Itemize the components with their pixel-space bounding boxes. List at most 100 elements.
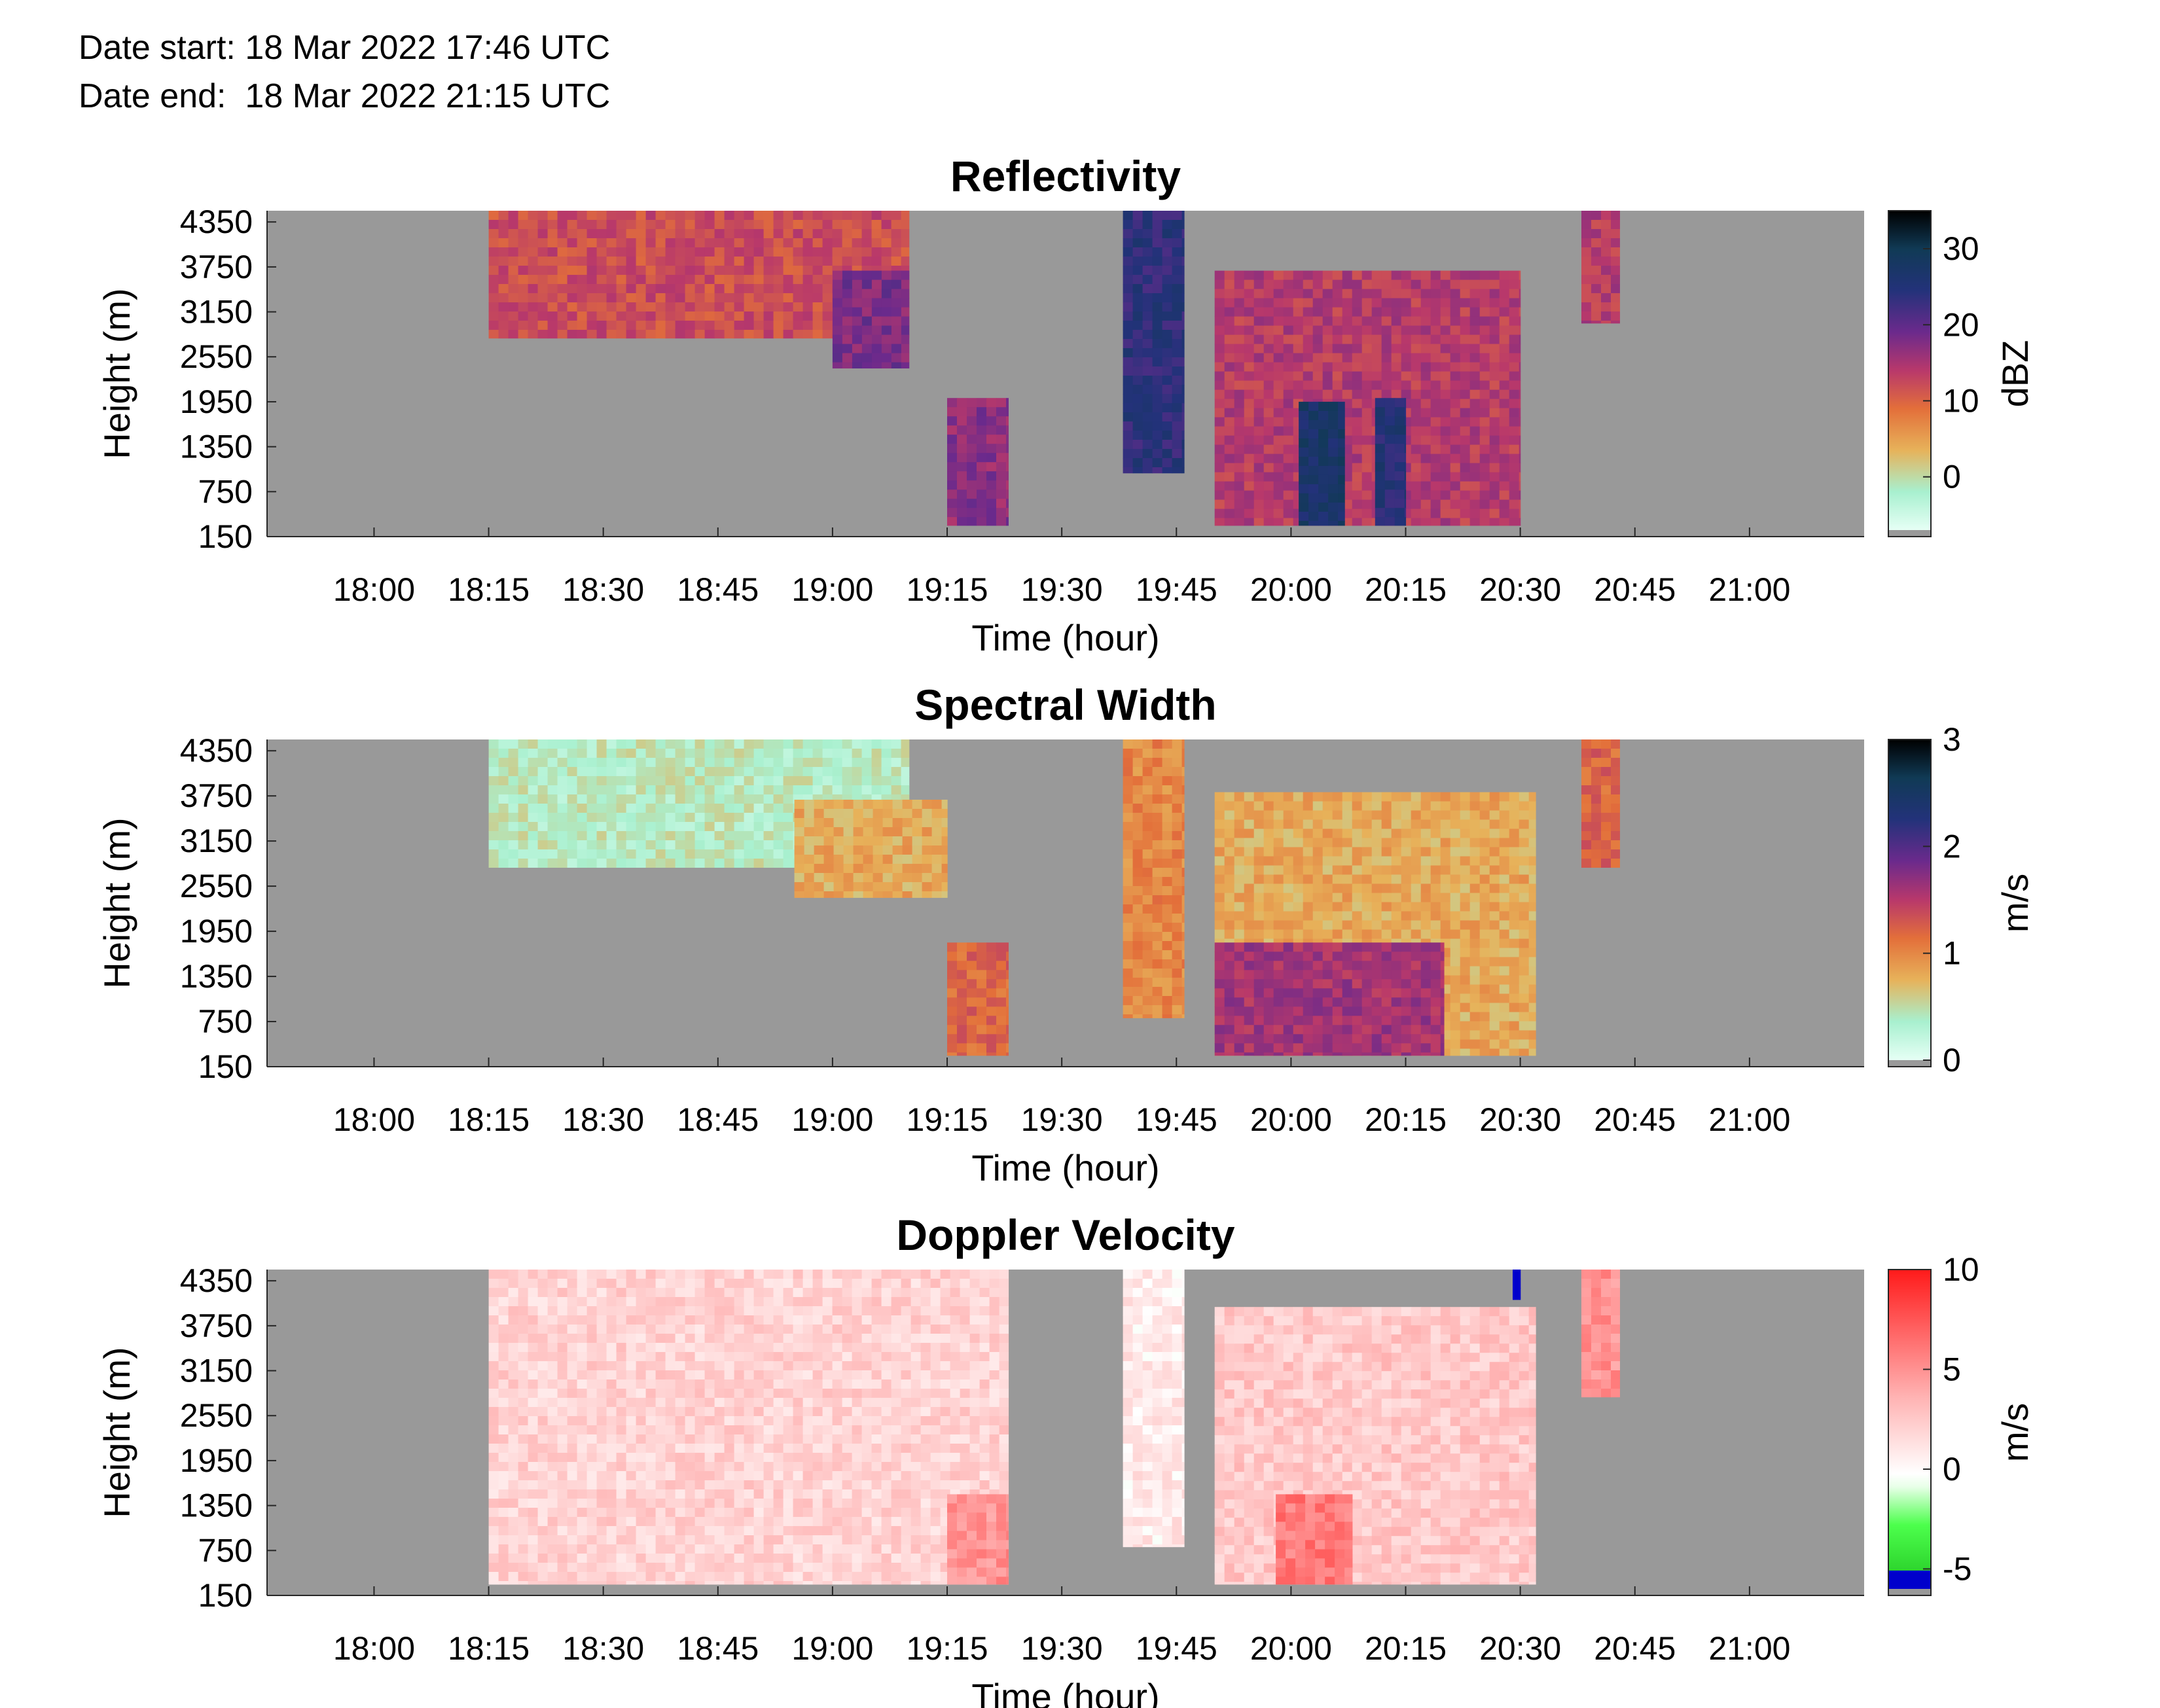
x-tick-label: 20:00 [1250, 571, 1332, 608]
echo-2 [947, 398, 1009, 526]
colorbar-tick-label: 0 [1943, 1451, 1961, 1487]
x-tick-label: 18:30 [562, 1630, 644, 1667]
echo-4 [1214, 270, 1521, 526]
x-axis-label: Time (hour) [971, 617, 1159, 658]
x-tick-label: 18:00 [333, 1630, 415, 1667]
echo-1 [832, 270, 910, 369]
x-tick-label: 19:15 [906, 1630, 988, 1667]
colorbar-tick-label: -5 [1943, 1551, 1971, 1588]
x-axis-label: Time (hour) [971, 1147, 1159, 1188]
colorbar-label: m/s [1994, 874, 2036, 933]
y-axis-label: Height (m) [96, 817, 137, 988]
echo-3 [1123, 211, 1185, 474]
echo-5 [1214, 942, 1445, 1056]
date-end-value: 18 Mar 2022 21:15 UTC [245, 77, 611, 115]
y-tick-label: 4350 [180, 204, 253, 240]
panel-0: Reflectivity 4350 3750 3150 2550 1950 1350 750 1… [96, 152, 2036, 658]
x-axis-label: Time (hour) [971, 1676, 1159, 1708]
colorbar-tick-label: 2 [1943, 828, 1961, 864]
x-tick-label: 19:45 [1136, 1630, 1217, 1667]
colorbar-tick-label: 10 [1943, 382, 1979, 419]
y-tick-label: 750 [198, 473, 253, 510]
date-start-value: 18 Mar 2022 17:46 UTC [245, 29, 611, 67]
colorbar-tick-label: 3 [1943, 721, 1961, 758]
colorbar-tick-label: 0 [1943, 459, 1961, 495]
y-tick-label: 3750 [180, 777, 253, 814]
echo-7 [1581, 211, 1620, 324]
y-tick-label: 2550 [180, 868, 253, 904]
x-tick-label: 20:30 [1479, 1101, 1561, 1138]
date-start-label: Date start: [79, 29, 236, 67]
echo-4 [1214, 792, 1536, 1056]
y-tick-label: 3750 [180, 1308, 253, 1344]
colorbar-frame [1888, 739, 1932, 1067]
echo-0 [488, 211, 910, 339]
x-tick-label: 20:15 [1365, 1101, 1447, 1138]
panel-title: Doppler Velocity [896, 1211, 1234, 1259]
y-tick-label: 3150 [180, 294, 253, 330]
echo-5 [1513, 1270, 1521, 1300]
y-tick-label: 3750 [180, 249, 253, 285]
echo-0 [488, 1270, 1009, 1585]
colorbar: 10 5 0 -5 m/s [1888, 1251, 2036, 1596]
echo-3 [1214, 1307, 1536, 1585]
x-tick-label: 20:15 [1365, 1630, 1447, 1667]
colorbar-negative-band [1888, 1571, 1931, 1589]
echo-3 [1123, 739, 1185, 1018]
y-axis-label: Height (m) [96, 1347, 137, 1518]
x-tick-label: 20:45 [1594, 571, 1676, 608]
colorbar-nodata [1888, 1589, 1931, 1595]
echo-2 [1123, 1270, 1185, 1548]
x-tick-label: 20:30 [1479, 571, 1561, 608]
echo-6 [1581, 739, 1620, 868]
date-start-row: Date start: 18 Mar 2022 17:46 UTC [79, 24, 610, 72]
colorbar-gradient [1888, 739, 1931, 1060]
x-tick-label: 18:00 [333, 571, 415, 608]
y-tick-label: 1950 [180, 1442, 253, 1479]
date-end-label: Date end: [79, 77, 226, 115]
echo-4 [1276, 1494, 1353, 1585]
panel-2: Doppler Velocity 4350 3750 3150 2550 1950 1350… [96, 1211, 2036, 1708]
x-tick-label: 18:30 [562, 1101, 644, 1138]
x-tick-label: 20:45 [1594, 1101, 1676, 1138]
colorbar-tick-label: 1 [1943, 935, 1961, 972]
y-tick-label: 3150 [180, 823, 253, 859]
colorbar-nodata [1888, 530, 1931, 537]
y-tick-label: 4350 [180, 1262, 253, 1299]
echo-5 [1299, 401, 1345, 526]
x-tick-label: 19:30 [1021, 1630, 1103, 1667]
echo-layer [488, 739, 1620, 1056]
x-tick-label: 18:45 [677, 1630, 759, 1667]
colorbar-label: dBZ [1994, 340, 2036, 408]
x-tick-label: 19:30 [1021, 571, 1103, 608]
y-tick-label: 150 [198, 518, 253, 555]
panel-title: Spectral Width [914, 681, 1216, 729]
colorbar-frame [1888, 210, 1932, 537]
colorbar-frame [1888, 1269, 1932, 1596]
echo-layer [488, 211, 1620, 526]
y-axis-label: Height (m) [96, 288, 137, 459]
x-tick-label: 19:45 [1136, 1101, 1217, 1138]
x-tick-label: 19:15 [906, 571, 988, 608]
x-tick-label: 18:30 [562, 571, 644, 608]
x-tick-label: 18:45 [677, 571, 759, 608]
y-tick-label: 1350 [180, 1487, 253, 1524]
echo-6 [1375, 398, 1407, 526]
echo-6 [1581, 1270, 1620, 1398]
x-tick-label: 19:00 [791, 571, 873, 608]
y-tick-label: 3150 [180, 1353, 253, 1389]
x-tick-label: 18:15 [448, 1101, 530, 1138]
x-tick-label: 18:15 [448, 571, 530, 608]
colorbar: 30 20 10 0 dBZ [1888, 210, 2036, 537]
x-tick-label: 20:00 [1250, 1101, 1332, 1138]
echo-2 [947, 942, 1009, 1056]
echo-1 [947, 1494, 1009, 1585]
x-tick-label: 19:00 [791, 1101, 873, 1138]
colorbar-tick-label: 10 [1943, 1251, 1979, 1288]
y-tick-label: 1950 [180, 913, 253, 950]
colorbar-label: m/s [1994, 1403, 2036, 1462]
x-tick-label: 20:15 [1365, 571, 1447, 608]
y-tick-label: 1950 [180, 383, 253, 420]
date-header: Date start: 18 Mar 2022 17:46 UTC Date e… [79, 24, 610, 120]
